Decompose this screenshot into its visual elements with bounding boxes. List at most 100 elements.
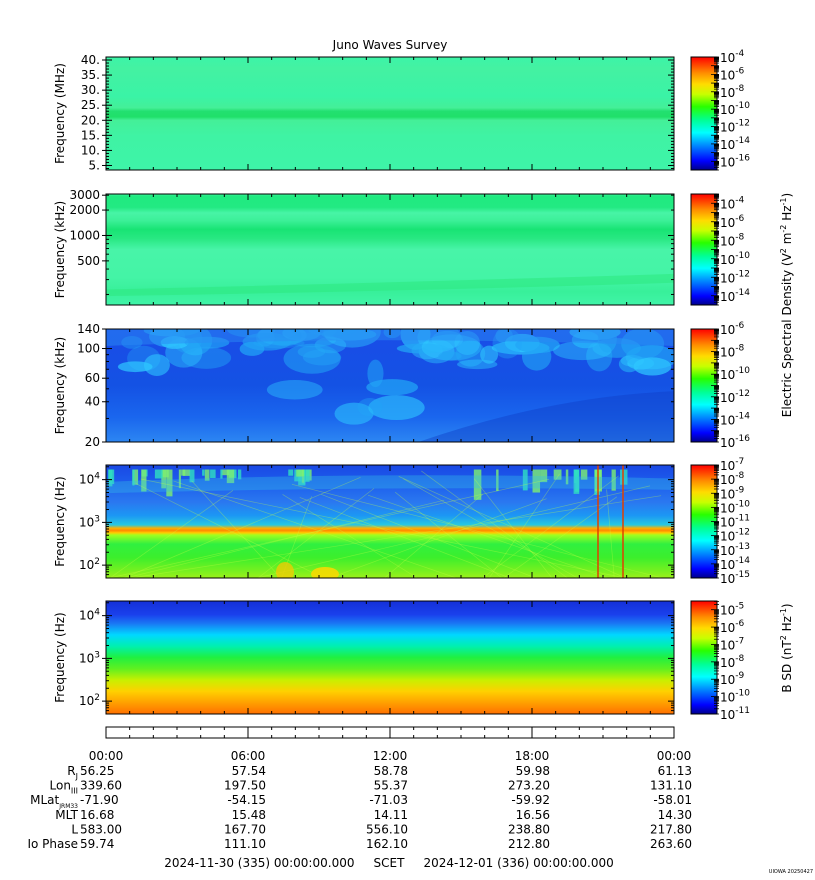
time-tick-label: 18:00 [515, 749, 550, 763]
emission-burst [154, 469, 163, 479]
emission-burst [575, 469, 580, 492]
emission-blob [553, 341, 612, 361]
y-tick-label: 30. [81, 83, 100, 97]
interference-line [606, 489, 615, 578]
ephemeris-value: -59.92 [511, 793, 550, 807]
y-tick-label: 15. [81, 128, 100, 142]
y-tick-label: 104 [79, 608, 100, 623]
colorbar-tick-label: 10-8 [720, 232, 745, 248]
emission-band [106, 273, 674, 297]
emission-burst [296, 469, 304, 477]
ephemeris-label: LonIII [50, 779, 79, 796]
interference-line [421, 470, 568, 578]
colorbar-tick-label: 10-12 [720, 528, 750, 544]
y-tick-label: 500 [77, 254, 100, 268]
colorbar-tick-label: 10-8 [720, 471, 745, 487]
y-tick-label: 103 [79, 650, 100, 665]
panels: 5.10.15.20.25.30.35.40. Frequency (MHz) 10… [53, 49, 750, 722]
emission-blob [366, 379, 418, 396]
emission-burst [226, 469, 235, 484]
emission-burst [288, 469, 294, 476]
emission-burst [221, 469, 230, 476]
colorbar-tick-label: 10-9 [720, 485, 745, 501]
emission-blob [334, 402, 374, 425]
ephemeris-value: 58.78 [374, 764, 408, 778]
scet-range: 2024-11-30 (335) 00:00:00.000 SCET 2024-… [164, 856, 614, 870]
y-tick-label: 102 [79, 557, 100, 572]
colorbar-tick-label: 10-10 [720, 689, 750, 705]
plot-title: Juno Waves Survey [332, 38, 448, 52]
interference-line [320, 493, 536, 578]
y-tick-label: 60 [85, 371, 100, 385]
ephemeris-label: RJ [67, 764, 78, 781]
emission-blob [357, 398, 383, 417]
ephemeris-label: L [71, 822, 78, 836]
spectrogram-panel: 20 40 60 100 140 Frequency (kHz) 10-6 10-8 10-10… [53, 321, 750, 450]
y-axis-label: Frequency (kHz) [53, 337, 67, 434]
colorbar-tick-label: 10-11 [720, 514, 750, 530]
magnetic-colorbar-title: B SD (nT2 Hz-1) [779, 603, 794, 692]
y-axis-label: Frequency (MHz) [53, 63, 67, 164]
colorbar-tick-label: 10-7 [720, 636, 744, 652]
ephemeris-label: MLatJRM33 [30, 793, 78, 810]
interference-line [482, 475, 619, 578]
interference-line [291, 483, 663, 578]
colorbar-tick-label: 10-6 [720, 321, 745, 337]
ephemeris-label: MLT [55, 808, 78, 822]
interference-line [299, 497, 510, 578]
emission-blob [276, 562, 294, 578]
colorbar [690, 56, 718, 171]
colorbar-tick-label: 10-6 [720, 214, 745, 230]
emission-burst [182, 469, 191, 476]
spectrogram-panel: 102 103 104 Frequency (Hz) 10-710-810-910-10… [53, 457, 750, 586]
ephemeris-value: 273.20 [508, 779, 550, 793]
colorbar-tick-label: 10-14 [720, 136, 750, 152]
ephemeris-value: -71.03 [369, 793, 408, 807]
emission-burst [532, 469, 541, 493]
y-tick-label: 100 [77, 342, 100, 356]
spectrogram-image [106, 465, 674, 578]
emission-burst [301, 469, 310, 482]
interference-line [403, 478, 578, 578]
y-tick-label: 35. [81, 68, 100, 82]
interference-line [131, 495, 662, 578]
emission-burst [108, 469, 113, 487]
interference-line [173, 480, 457, 578]
ephemeris-value: 14.11 [374, 808, 408, 822]
emission-blob [311, 567, 339, 578]
colorbar-tick-label: 10-6 [720, 66, 745, 82]
interference-line [473, 478, 553, 578]
colorbar-tick-label: 10-10 [720, 101, 750, 117]
y-axis-label: Frequency (kHz) [53, 201, 67, 298]
colorbar-tick-label: 10-12 [720, 269, 750, 285]
colorbar-tick-label: 10-10 [720, 251, 750, 267]
emission-burst [553, 469, 562, 480]
ephemeris-value: 16.68 [80, 808, 114, 822]
colorbar-tick-label: 10-8 [720, 84, 745, 100]
emission-burst [202, 469, 205, 476]
emission-burst [132, 469, 139, 485]
emission-blob [117, 361, 153, 373]
interference-line [367, 494, 608, 578]
colorbar-tick-label: 10-16 [720, 434, 750, 450]
interference-line [329, 498, 547, 578]
ephemeris-value: 59.98 [516, 764, 550, 778]
emission-burst [540, 469, 548, 483]
ephemeris-value: 556.10 [366, 822, 408, 836]
emission-burst [162, 469, 169, 478]
y-axis-label: Frequency (Hz) [53, 612, 67, 703]
ephemeris-value: 56.25 [80, 764, 114, 778]
colorbar [690, 600, 718, 715]
colorbar-tick-label: 10-12 [720, 389, 750, 405]
ephemeris-value: 583.00 [80, 822, 122, 836]
emission-burst [620, 469, 628, 485]
ephemeris-value: 57.54 [232, 764, 266, 778]
interference-line [109, 490, 234, 578]
time-axis: 00:00 06:00 12:00 18:00 00:00 RJ 56.25 57.54 58.… [27, 726, 692, 851]
emission-burst [132, 469, 135, 486]
interference-line [257, 488, 375, 578]
ephemeris-value: 212.80 [508, 837, 550, 851]
emission-burst [522, 469, 528, 491]
emission-burst [141, 469, 147, 492]
